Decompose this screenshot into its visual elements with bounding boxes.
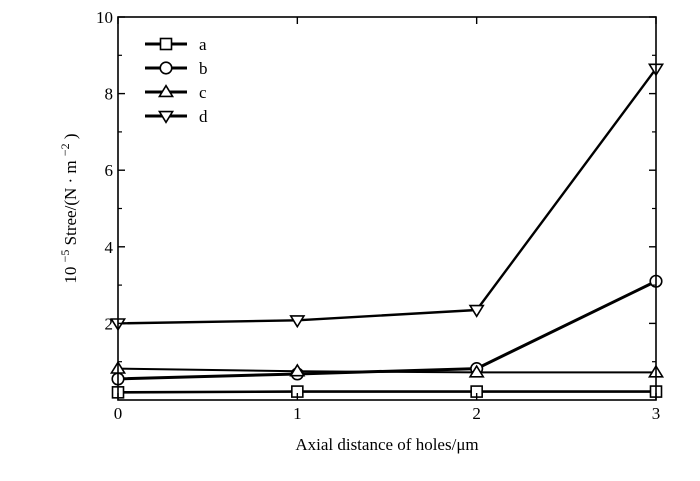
x-tick-label: 2 — [472, 404, 481, 423]
legend-swatch-marker — [157, 84, 175, 98]
series-a — [111, 385, 663, 399]
legend-label: b — [199, 59, 208, 78]
series-d — [109, 63, 665, 332]
y-axis-title: 10 −5 Stree/(N · m −2 ) — [54, 133, 80, 283]
series-c — [109, 360, 665, 378]
legend-label: c — [199, 83, 207, 102]
legend-label: a — [199, 35, 207, 54]
data-point-c — [468, 364, 485, 378]
y-tick-label: 4 — [105, 238, 114, 257]
x-tick-label: 0 — [114, 404, 123, 423]
series-line-d — [117, 67, 657, 325]
series-line-a — [117, 390, 656, 394]
legend-item-a: a — [145, 35, 207, 54]
series-b — [111, 274, 663, 386]
data-point-d — [289, 315, 306, 329]
legend-item-c: c — [145, 83, 207, 102]
y-axis-title-main: Stree/(N · m — [61, 160, 80, 245]
legend-label: d — [199, 107, 208, 126]
data-point-c — [289, 363, 306, 377]
legend-swatch-marker — [159, 61, 173, 75]
y-tick-label: 2 — [105, 314, 114, 333]
plot-area — [109, 63, 665, 399]
x-tick-label: 1 — [293, 404, 302, 423]
legend-item-b: b — [145, 59, 208, 78]
ticks: 0 1 2 3 2 4 6 8 10 — [96, 8, 660, 423]
y-axis-title-prefix: 10 — [61, 267, 80, 284]
legend-item-d: d — [145, 107, 208, 126]
y-tick-label: 10 — [96, 8, 113, 27]
y-tick-label: 6 — [105, 161, 114, 180]
y-axis-title-unit-exponent: −2 — [58, 143, 72, 156]
data-point-d — [468, 304, 485, 318]
x-axis-title: Axial distance of holes/μm — [295, 435, 478, 454]
legend-swatch-marker — [157, 110, 175, 124]
legend-swatch-marker — [159, 37, 173, 51]
y-axis-title-suffix: ) — [61, 133, 80, 139]
x-tick-label: 3 — [652, 404, 661, 423]
series-line-c — [117, 367, 656, 374]
y-axis-title-exponent: −5 — [58, 250, 72, 263]
y-tick-label: 8 — [105, 85, 114, 104]
series-line-b — [117, 279, 657, 381]
